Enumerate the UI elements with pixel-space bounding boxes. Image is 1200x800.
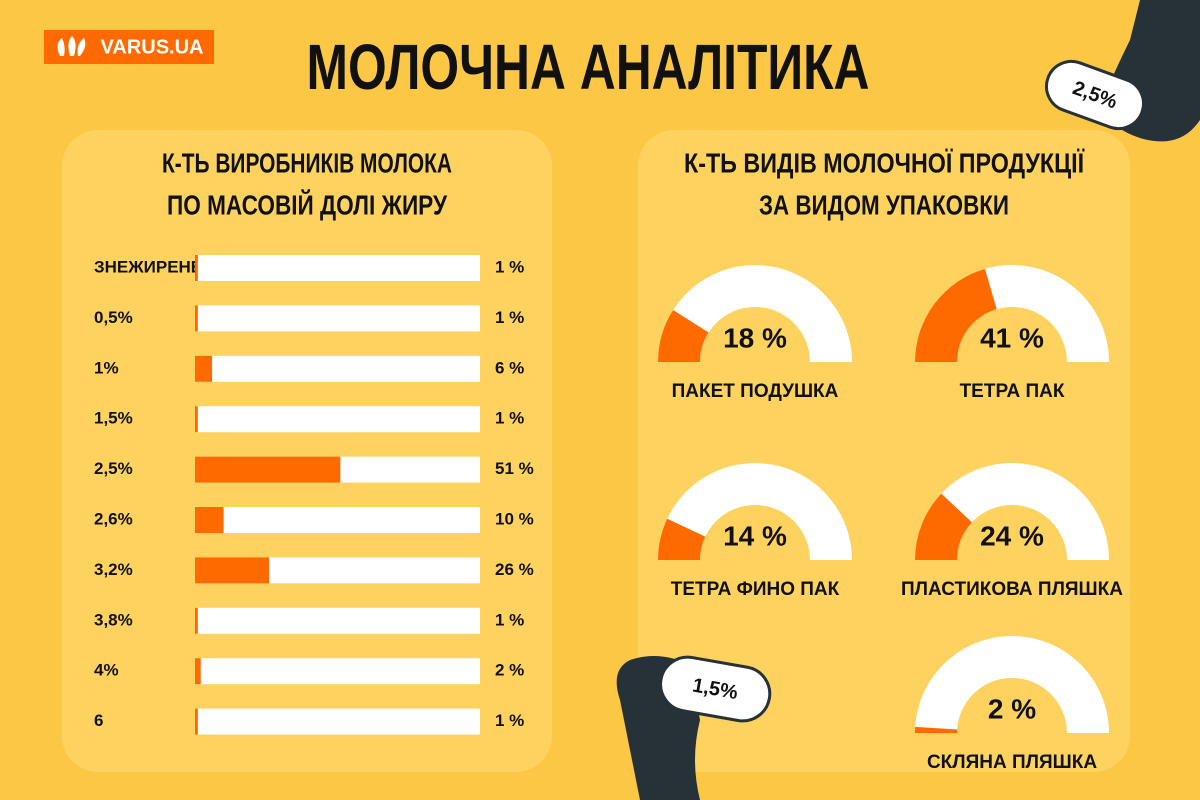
value-label: 2 % xyxy=(988,693,1036,724)
value-label: 14 % xyxy=(723,520,787,551)
category-label: 1,5% xyxy=(94,409,133,428)
gauge-segment xyxy=(914,726,958,733)
bar-track xyxy=(195,708,480,735)
bar xyxy=(195,557,270,584)
category-label: ТЕТРА ПАК xyxy=(960,381,1065,402)
gauge-track xyxy=(658,463,852,560)
bar-track xyxy=(195,607,480,634)
bar xyxy=(195,708,198,735)
page-title: МОЛОЧНА АНАЛІТИКА xyxy=(307,31,870,103)
value-label: 2 % xyxy=(495,661,524,680)
chart-title: ПО МАСОВІЙ ДОЛІ ЖИРУ xyxy=(167,188,447,220)
bar-track xyxy=(195,658,480,685)
category-label: 2,5% xyxy=(94,459,133,478)
bar xyxy=(195,658,201,685)
bar xyxy=(195,456,341,483)
value-label: 51 % xyxy=(495,459,534,478)
bar-track xyxy=(195,255,480,281)
gauge-track xyxy=(658,265,852,362)
value-label: 6 % xyxy=(495,358,524,377)
gauge-segment xyxy=(658,310,709,362)
category-label: ЗНЕЖИРЕНЕ xyxy=(94,257,202,276)
category-label: 4% xyxy=(94,661,119,680)
category-label: ПЛАСТИКОВА ПЛЯШКА xyxy=(901,579,1123,600)
chart-title: К-ТЬ ВИДІВ МОЛОЧНОЇ ПРОДУКЦІЇ xyxy=(684,147,1085,178)
value-label: 10 % xyxy=(495,509,534,528)
value-label: 1 % xyxy=(495,610,524,629)
category-label: ТЕТРА ФИНО ПАК xyxy=(671,579,840,600)
chart-title: К-ТЬ ВИРОБНИКІВ МОЛОКА xyxy=(162,147,452,178)
value-label: 18 % xyxy=(723,322,787,353)
bar xyxy=(195,355,213,382)
category-label: 6 xyxy=(94,711,103,730)
category-label: 3,8% xyxy=(94,610,133,629)
bar-track xyxy=(195,406,480,433)
logo-icon xyxy=(57,36,86,56)
value-label: 1 % xyxy=(495,257,524,276)
value-label: 41 % xyxy=(980,322,1044,353)
bubble-top: 2,5% xyxy=(1045,59,1145,131)
value-label: 24 % xyxy=(980,520,1044,551)
value-label: 1 % xyxy=(495,308,524,327)
category-label: 0,5% xyxy=(94,308,133,327)
bar-track xyxy=(195,305,480,332)
gauge-segment xyxy=(915,268,997,362)
value-label: 1 % xyxy=(495,711,524,730)
gauge-segment xyxy=(658,518,706,560)
value-label: 1 % xyxy=(495,409,524,428)
bar-track xyxy=(195,507,480,533)
category-label: 1% xyxy=(94,358,119,377)
bar xyxy=(195,255,198,281)
logo-text: VARUS.UA xyxy=(101,36,204,58)
category-label: 2,6% xyxy=(94,509,133,528)
bar-track xyxy=(195,355,480,382)
category-label: ПАКЕТ ПОДУШКА xyxy=(672,381,839,402)
gauge-track xyxy=(915,463,1109,560)
category-label: 3,2% xyxy=(94,560,133,579)
gauge-track xyxy=(915,636,1109,733)
bar xyxy=(195,507,224,533)
value-label: 26 % xyxy=(495,560,534,579)
bubble-bottom: 1,5% xyxy=(659,655,772,723)
bar xyxy=(195,305,198,332)
category-label: СКЛЯНА ПЛЯШКА xyxy=(927,752,1097,773)
gauge-segment xyxy=(914,493,972,560)
chart-title: ЗА ВИДОМ УПАКОВКИ xyxy=(759,189,1009,220)
bar xyxy=(195,607,198,634)
bar xyxy=(195,406,198,433)
